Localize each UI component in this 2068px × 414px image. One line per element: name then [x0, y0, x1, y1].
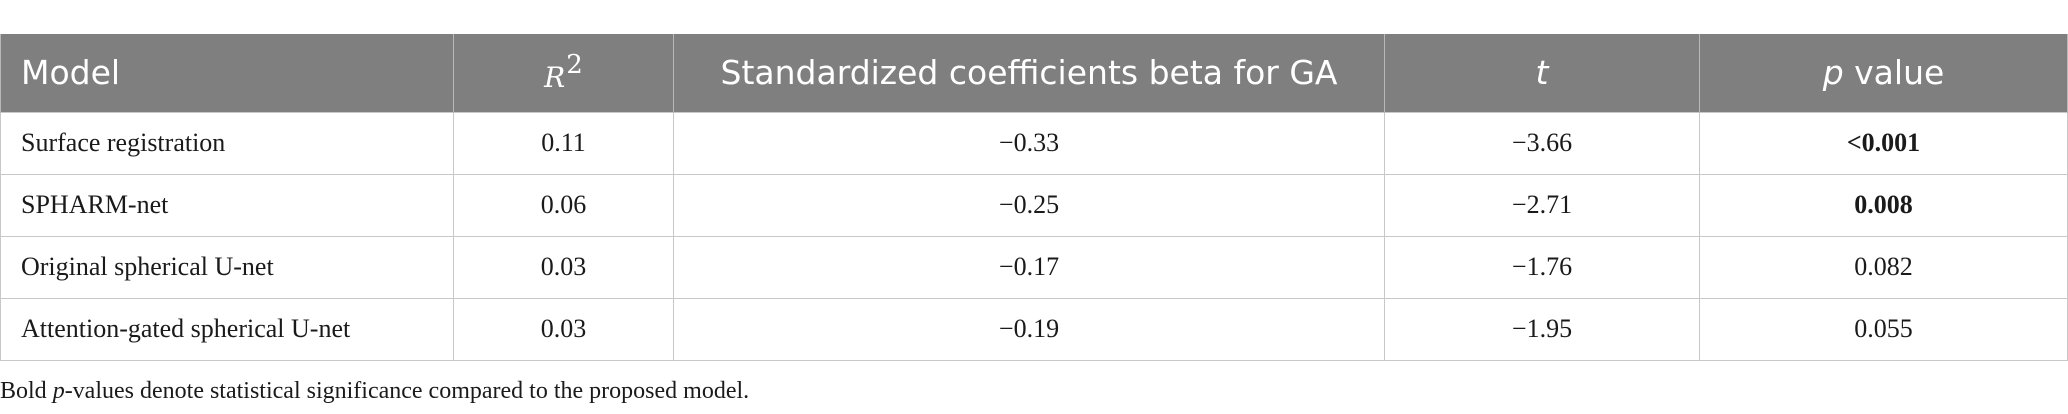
cell-p-value: 0.082 [1699, 235, 2068, 299]
header-r2-sup: 2 [566, 50, 583, 81]
table-row: Surface registration 0.11 −0.33 −3.66 <0… [0, 111, 2068, 175]
table-footnote: Bold p-values denote statistical signifi… [0, 378, 749, 405]
footnote-prefix: Bold [0, 378, 53, 404]
cell-r2: 0.11 [453, 111, 674, 175]
cell-t: −3.66 [1384, 111, 1700, 175]
header-t: t [1384, 34, 1700, 112]
cell-p-value: 0.008 [1699, 173, 2068, 237]
cell-r2: 0.03 [453, 297, 674, 361]
header-p-italic: p [1822, 53, 1844, 93]
table-row: Attention-gated spherical U-net 0.03 −0.… [0, 297, 2068, 361]
cell-beta: −0.19 [673, 297, 1385, 361]
table-row: SPHARM-net 0.06 −0.25 −2.71 0.008 [0, 173, 2068, 237]
cell-beta: −0.25 [673, 173, 1385, 237]
table-row: Original spherical U-net 0.03 −0.17 −1.7… [0, 235, 2068, 299]
cell-model: Original spherical U-net [0, 235, 454, 299]
table-body: Surface registration 0.11 −0.33 −3.66 <0… [0, 111, 2068, 361]
header-model: Model [0, 34, 454, 112]
cell-t: −2.71 [1384, 173, 1700, 237]
results-table-container: Model R2 Standardized coefficients beta … [0, 34, 2068, 361]
header-row: Model R2 Standardized coefficients beta … [0, 34, 2068, 112]
header-r2: R2 [453, 34, 674, 112]
cell-p-value: 0.055 [1699, 297, 2068, 361]
cell-beta: −0.33 [673, 111, 1385, 175]
table-header: Model R2 Standardized coefficients beta … [0, 34, 2068, 112]
results-table: Model R2 Standardized coefficients beta … [0, 34, 2068, 361]
cell-t: −1.95 [1384, 297, 1700, 361]
cell-r2: 0.06 [453, 173, 674, 237]
cell-p-value: <0.001 [1699, 111, 2068, 175]
footnote-italic-p: p [52, 378, 65, 404]
header-beta: Standardized coefficients beta for GA [673, 34, 1385, 112]
cell-model: SPHARM-net [0, 173, 454, 237]
cell-beta: −0.17 [673, 235, 1385, 299]
header-r2-base: R [544, 61, 566, 95]
cell-model: Attention-gated spherical U-net [0, 297, 454, 361]
cell-t: −1.76 [1384, 235, 1700, 299]
header-p-rest: value [1843, 53, 1945, 93]
header-p-value: p value [1699, 34, 2068, 112]
footnote-suffix: -values denote statistical significance … [64, 378, 750, 404]
cell-model: Surface registration [0, 111, 454, 175]
cell-r2: 0.03 [453, 235, 674, 299]
header-t-label: t [1535, 53, 1549, 93]
